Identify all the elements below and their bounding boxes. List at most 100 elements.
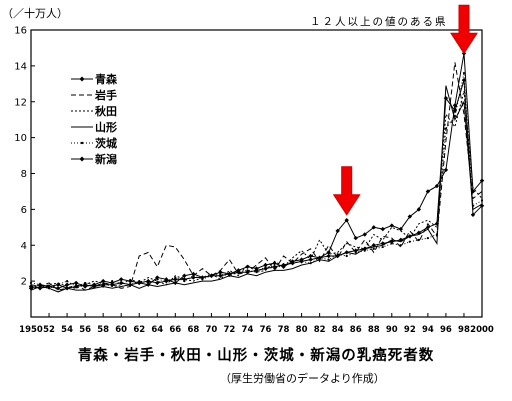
- data-point: [173, 280, 178, 286]
- data-point: [453, 115, 457, 118]
- data-point: [326, 250, 331, 255]
- data-point: [443, 167, 449, 173]
- data-point: [335, 253, 340, 259]
- x-tick-label: 84: [332, 325, 344, 335]
- y-tick-label: 6: [21, 205, 27, 216]
- data-point: [399, 244, 402, 247]
- legend-label: 岩手: [94, 88, 117, 102]
- annotation-arrows: [332, 4, 478, 216]
- x-tick-label: 82: [314, 325, 326, 335]
- x-tick-label: 90: [386, 325, 398, 335]
- annotation-label: １２人以上の値のある県: [310, 15, 448, 28]
- data-point: [309, 262, 312, 265]
- x-tick-label: 60: [115, 325, 127, 335]
- x-tick-label: 62: [133, 325, 145, 335]
- data-point: [73, 280, 79, 286]
- data-point: [119, 280, 124, 286]
- data-point: [416, 207, 422, 212]
- red-arrow: [332, 166, 361, 216]
- x-tick-label: 96: [440, 325, 452, 335]
- data-point: [109, 282, 115, 287]
- data-point: [146, 278, 151, 284]
- x-tick-label: 66: [169, 325, 181, 335]
- data-point: [272, 264, 277, 269]
- data-point: [191, 271, 196, 277]
- data-point: [128, 282, 133, 287]
- data-point: [434, 183, 440, 189]
- data-point: [73, 284, 79, 289]
- x-tick-label: 74: [242, 325, 254, 335]
- data-point: [82, 282, 88, 287]
- y-tick-label: 8: [21, 169, 27, 180]
- data-point: [191, 275, 196, 280]
- y-tick-label: 16: [14, 26, 27, 37]
- x-tick-label: 94: [422, 325, 434, 335]
- data-point: [245, 264, 250, 269]
- data-point: [353, 248, 358, 253]
- x-tick-label: 70: [205, 325, 217, 335]
- series-markers: [28, 51, 485, 291]
- data-point: [281, 262, 286, 268]
- data-point: [417, 238, 420, 241]
- data-point: [290, 260, 295, 266]
- data-point: [362, 232, 367, 237]
- data-point: [434, 221, 440, 226]
- unit-label: （／十万人）: [2, 6, 68, 20]
- y-axis-ticks: 2 4 6 8 10 12 14 16: [14, 26, 35, 288]
- data-point: [345, 254, 348, 258]
- chart-title: 青森・岩手・秋田・山形・茨城・新潟の乳癌死者数: [77, 348, 435, 364]
- data-point: [299, 259, 304, 264]
- legend-marker: [79, 156, 85, 162]
- data-point: [326, 253, 331, 259]
- data-point: [164, 278, 169, 284]
- data-point: [470, 212, 476, 217]
- y-tick-label: 4: [21, 241, 27, 252]
- series-line: [30, 85, 483, 293]
- data-point: [372, 247, 375, 250]
- data-point: [380, 226, 385, 232]
- series-line: [30, 90, 483, 289]
- data-point: [479, 178, 485, 183]
- data-point: [218, 269, 223, 275]
- x-tick-label: 88: [368, 325, 380, 335]
- data-point: [100, 278, 106, 284]
- legend-label: 秋田: [95, 104, 117, 118]
- data-point: [344, 217, 349, 223]
- x-tick-label: 56: [79, 325, 91, 335]
- legend-box: [63, 70, 124, 176]
- data-point: [479, 203, 485, 208]
- data-point: [389, 223, 394, 228]
- data-point: [254, 268, 259, 273]
- data-point: [245, 269, 250, 275]
- x-tick-label: 86: [350, 325, 362, 335]
- data-point: [470, 189, 476, 194]
- x-tick-label: 92: [404, 325, 416, 335]
- data-point: [182, 273, 187, 278]
- y-tick-label: 14: [14, 61, 27, 72]
- data-point: [236, 269, 241, 275]
- y-tick-label: 10: [14, 133, 27, 144]
- data-point: [64, 286, 70, 291]
- x-tick-label: 2000: [470, 325, 494, 335]
- red-arrow: [450, 4, 478, 55]
- data-point: [308, 257, 313, 262]
- x-tick-label: 78: [278, 325, 290, 335]
- legend-marker: [80, 141, 84, 145]
- data-point: [173, 277, 178, 282]
- data-point: [146, 282, 151, 287]
- data-point: [380, 241, 385, 246]
- data-point: [362, 246, 367, 252]
- data-point: [227, 271, 232, 277]
- x-tick-label: 72: [224, 325, 236, 335]
- data-point: [28, 284, 34, 289]
- data-point: [46, 284, 52, 289]
- data-point: [91, 284, 97, 289]
- x-tick-label: 54: [61, 325, 73, 335]
- data-point: [38, 283, 42, 286]
- data-point: [156, 278, 159, 281]
- data-point: [371, 243, 376, 248]
- data-point: [462, 71, 466, 75]
- x-tick-label: 76: [260, 325, 272, 335]
- legend-label: 新潟: [95, 152, 117, 166]
